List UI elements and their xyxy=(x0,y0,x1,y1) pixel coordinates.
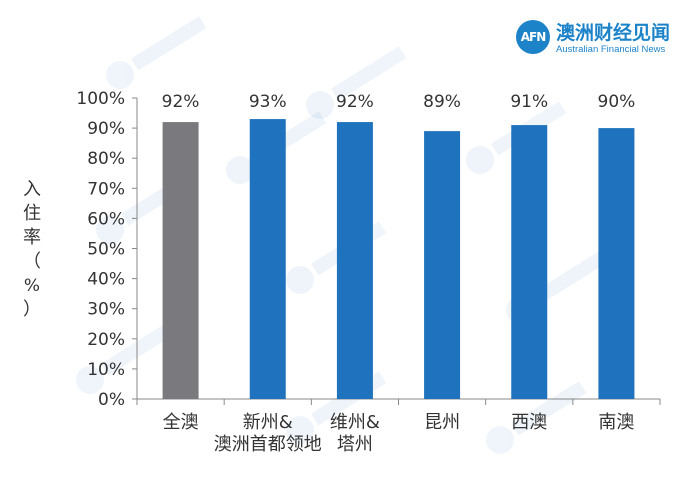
watermark xyxy=(76,321,177,394)
brand-name-cn: 澳洲财经见闻 xyxy=(556,22,671,44)
x-tick-label: 新州& xyxy=(243,412,293,433)
watermark xyxy=(286,221,387,294)
x-tick-label: 澳洲首都领地 xyxy=(214,434,322,455)
data-label: 92% xyxy=(162,92,200,112)
y-axis-label-char: 率 xyxy=(23,227,41,248)
brand-name-en: Australian Financial News xyxy=(556,44,666,55)
y-tick-label: 30% xyxy=(87,300,125,320)
y-tick-label: 0% xyxy=(98,390,125,410)
x-tick-label: 全澳 xyxy=(163,412,199,433)
y-tick-label: 20% xyxy=(87,330,125,350)
afn-logo-mark: AFN xyxy=(516,20,550,54)
y-tick-label: 100% xyxy=(76,89,125,109)
y-axis-label-char: 住 xyxy=(23,203,41,224)
y-axis-label-char: % xyxy=(23,276,41,296)
watermark xyxy=(306,46,407,119)
y-axis-label: 入 住 率 （ % ） xyxy=(18,178,46,322)
y-tick-label: 40% xyxy=(87,270,125,290)
afn-logo: AFN 澳洲财经见闻 Australian Financial News xyxy=(516,18,691,58)
x-tick-label: 南澳 xyxy=(598,412,634,433)
data-label: 91% xyxy=(510,92,548,112)
watermark xyxy=(486,381,587,454)
data-label: 93% xyxy=(249,92,287,112)
y-axis-label-char: ） xyxy=(23,299,41,320)
y-tick-label: 80% xyxy=(87,149,125,169)
y-tick-label: 70% xyxy=(87,179,125,199)
data-label: 90% xyxy=(598,92,636,112)
y-tick-label: 10% xyxy=(87,360,125,380)
bar xyxy=(424,131,461,400)
x-tick-label: 西澳 xyxy=(511,412,547,433)
bar xyxy=(162,122,199,399)
x-tick-label: 塔州 xyxy=(337,434,373,455)
y-tick-label: 50% xyxy=(87,240,125,260)
bar xyxy=(249,119,286,399)
x-tick-label: 维州& xyxy=(330,412,380,433)
data-label: 89% xyxy=(423,92,461,112)
y-axis-label-char: 入 xyxy=(23,179,41,200)
bar xyxy=(336,122,373,399)
bar xyxy=(511,125,548,399)
y-axis-label-char: （ xyxy=(23,251,41,272)
bar xyxy=(598,128,635,399)
data-label: 92% xyxy=(336,92,374,112)
y-tick-label: 90% xyxy=(87,119,125,139)
y-tick-label: 60% xyxy=(87,209,125,229)
watermark xyxy=(106,16,207,89)
x-tick-label: 昆州 xyxy=(424,412,460,433)
